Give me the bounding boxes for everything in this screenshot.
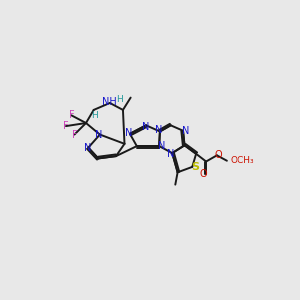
Text: S: S xyxy=(191,162,199,172)
Text: H: H xyxy=(116,95,122,104)
Text: NH: NH xyxy=(103,97,117,107)
Text: OCH₃: OCH₃ xyxy=(231,156,254,165)
Text: N: N xyxy=(142,122,150,132)
Text: N: N xyxy=(158,141,165,151)
Text: N: N xyxy=(84,143,91,153)
Text: F: F xyxy=(72,130,77,140)
Text: F: F xyxy=(63,121,69,131)
Text: F: F xyxy=(68,110,74,120)
Text: N: N xyxy=(182,126,189,136)
Text: N: N xyxy=(125,128,132,138)
Text: N: N xyxy=(95,130,103,140)
Text: H: H xyxy=(91,111,98,120)
Text: N: N xyxy=(167,149,174,159)
Text: O: O xyxy=(214,150,222,160)
Text: O: O xyxy=(200,169,208,179)
Text: N: N xyxy=(155,125,162,135)
